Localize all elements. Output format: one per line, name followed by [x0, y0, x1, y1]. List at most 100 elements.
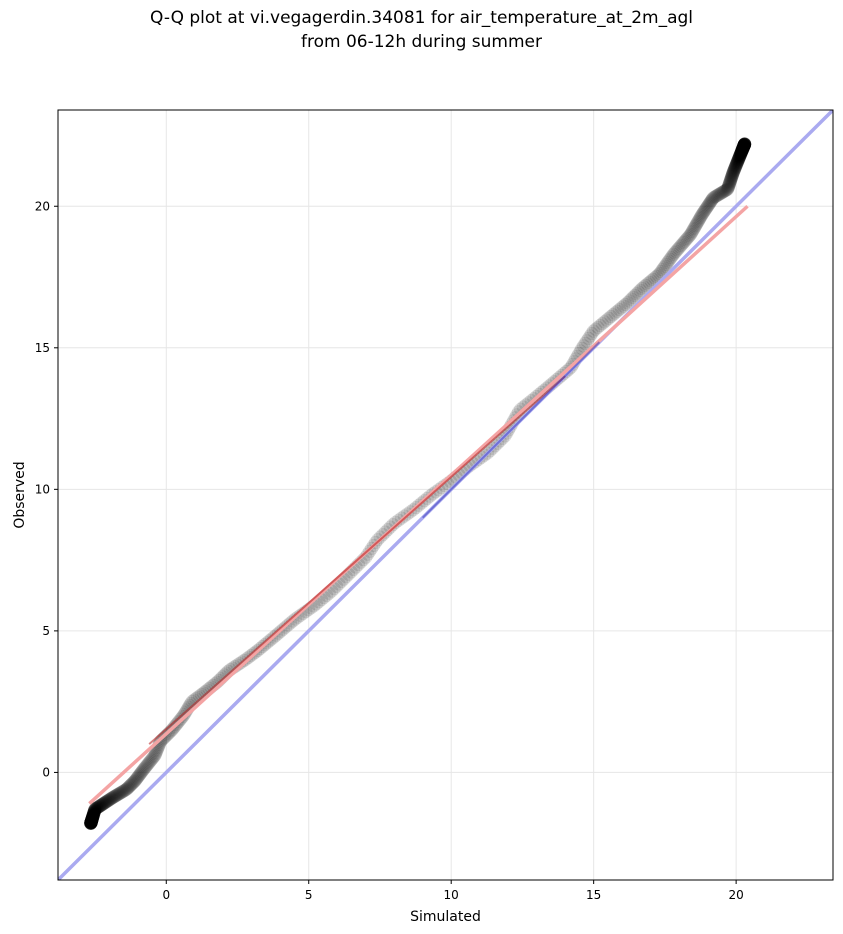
data-point [700, 199, 715, 214]
data-point [727, 163, 741, 177]
data-point [737, 138, 751, 153]
data-point [675, 237, 690, 251]
data-point [87, 805, 101, 820]
data-point [722, 178, 736, 193]
data-point [86, 808, 100, 823]
data-point [381, 522, 395, 537]
data-point [720, 182, 735, 196]
data-point [736, 141, 750, 156]
data-point [693, 210, 708, 225]
data-point [629, 287, 644, 301]
data-point [92, 799, 107, 814]
data-point [737, 139, 751, 153]
data-point [85, 813, 99, 827]
data-point [431, 482, 446, 497]
data-point [87, 806, 101, 820]
data-point [734, 145, 748, 160]
data-point [583, 329, 597, 343]
data-point [730, 155, 745, 169]
data-point [736, 139, 751, 154]
data-point [737, 139, 751, 153]
data-point [84, 815, 98, 830]
data-point [88, 802, 103, 816]
data-point [695, 206, 710, 221]
data-point [84, 815, 98, 830]
data-point [591, 320, 605, 335]
data-point [671, 241, 686, 256]
data-point [728, 159, 743, 174]
data-point [84, 814, 99, 829]
data-point [90, 800, 105, 815]
data-point [89, 801, 104, 815]
data-point [736, 140, 750, 155]
data-point [682, 228, 697, 243]
data-point [386, 517, 400, 532]
x-tick-label: 10 [444, 888, 459, 902]
data-point [84, 816, 98, 831]
data-point [686, 223, 700, 237]
data-point [736, 139, 751, 154]
y-axis-label: Observed [12, 461, 28, 528]
data-point [737, 137, 752, 151]
data-point [84, 814, 99, 828]
data-point [731, 153, 745, 168]
data-point [737, 137, 752, 152]
data-point [735, 142, 750, 157]
data-point [699, 202, 713, 216]
data-point [706, 191, 720, 205]
data-point [85, 813, 99, 827]
data-point [87, 804, 102, 819]
data-point [722, 176, 737, 190]
data-point [732, 149, 747, 164]
data-point [736, 139, 751, 154]
data-point [84, 815, 99, 829]
data-point [586, 324, 601, 338]
data-point [687, 221, 701, 236]
data-point [664, 250, 678, 265]
data-point [654, 264, 668, 279]
data-point [647, 271, 662, 285]
data-point [689, 217, 704, 231]
data-point [85, 810, 100, 824]
data-point [102, 792, 117, 807]
data-point [737, 138, 752, 152]
data-point [85, 811, 99, 826]
data-point [140, 758, 155, 772]
data-points [84, 137, 752, 831]
data-point [726, 166, 740, 181]
data-point [726, 164, 741, 179]
data-point [105, 790, 120, 805]
data-point [656, 261, 671, 275]
data-point [84, 813, 99, 828]
data-point [129, 771, 144, 786]
data-point [84, 815, 98, 829]
data-point [84, 816, 98, 830]
data-point [685, 224, 700, 239]
data-point [119, 782, 134, 796]
data-point [124, 777, 139, 792]
data-point [737, 138, 752, 152]
data-point [595, 316, 610, 331]
data-point [84, 815, 98, 830]
data-point [733, 147, 748, 161]
data-point [622, 294, 637, 308]
data-point [108, 789, 122, 803]
data-point [661, 254, 676, 268]
data-point [86, 807, 101, 822]
data-point [723, 174, 737, 189]
data-point [84, 815, 98, 830]
data-point [618, 297, 633, 312]
data-point [658, 259, 672, 273]
data-point [153, 736, 167, 750]
data-point [644, 274, 658, 288]
data-point [136, 763, 150, 778]
data-point [111, 787, 126, 801]
data-point [84, 816, 98, 830]
data-point [723, 174, 738, 188]
data-point [125, 777, 139, 791]
data-point [737, 139, 751, 153]
data-point [736, 140, 751, 154]
data-point [361, 547, 375, 561]
data-point [737, 137, 752, 151]
